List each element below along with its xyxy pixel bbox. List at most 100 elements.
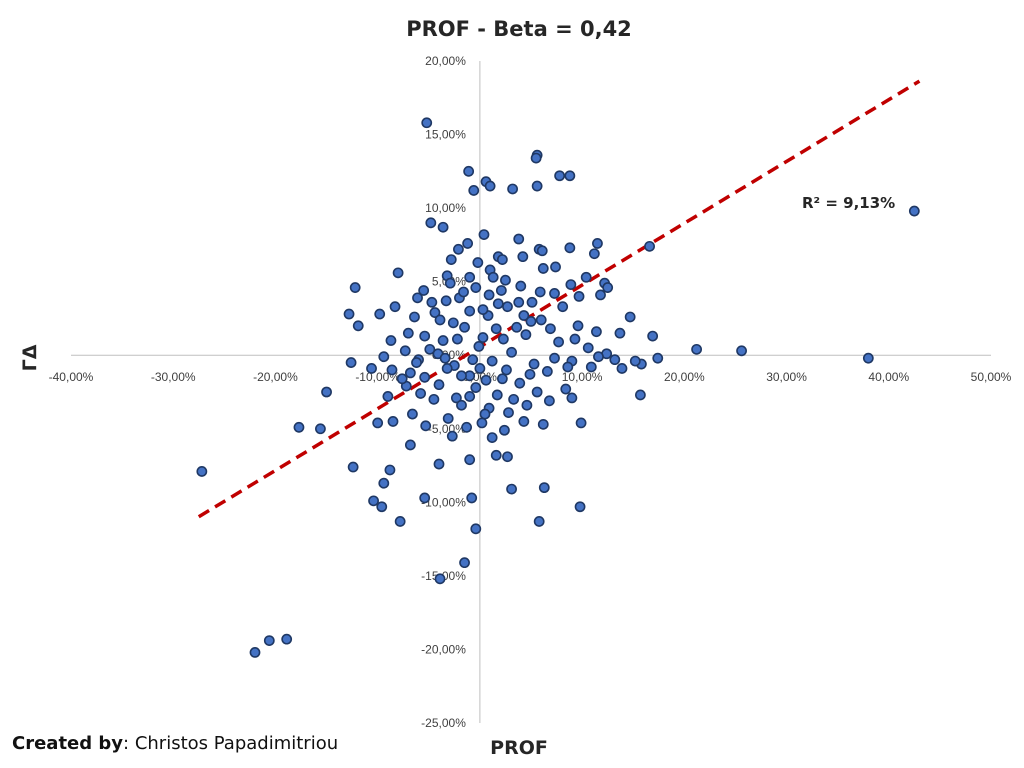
data-point [513, 233, 525, 245]
data-point [533, 516, 545, 527]
data-point [419, 330, 431, 342]
data-point [404, 367, 416, 379]
data-point [464, 454, 476, 466]
data-point [385, 335, 397, 346]
data-point [439, 352, 451, 364]
data-point [624, 311, 636, 323]
data-point [550, 261, 561, 273]
data-point [386, 364, 398, 376]
data-point [450, 392, 462, 404]
credit-label: Created by [12, 733, 124, 754]
data-point [572, 320, 584, 332]
data-point [575, 417, 587, 429]
data-point [429, 307, 441, 318]
data-point [486, 355, 498, 367]
data-point [553, 336, 564, 348]
r-squared-label: R² = 9,13% [802, 194, 895, 212]
data-point [517, 251, 529, 263]
data-point [566, 392, 578, 404]
data-point [352, 320, 364, 332]
data-point [526, 296, 538, 308]
data-point [585, 361, 597, 373]
data-point [565, 279, 577, 291]
y-tick-labels: 20,00%15,00%10,00%5,00%0,00%-5,00%-10,00… [421, 54, 466, 730]
data-point [387, 416, 399, 427]
data-point [496, 373, 508, 385]
data-point [518, 416, 530, 427]
data-point [376, 501, 388, 513]
data-point [528, 358, 540, 370]
data-point [545, 323, 556, 335]
y-axis-title: ΓΔ [19, 344, 41, 371]
data-point [495, 285, 507, 296]
data-point [560, 383, 572, 395]
data-point [569, 333, 581, 345]
data-point [524, 368, 536, 380]
data-point [908, 205, 920, 217]
data-point [464, 305, 476, 317]
data-point [634, 389, 646, 401]
x-tick-label: 10,00% [562, 370, 603, 384]
data-point [428, 393, 440, 405]
data-point [502, 301, 513, 313]
data-point [499, 424, 510, 436]
data-point [629, 355, 641, 367]
data-point [349, 282, 361, 293]
data-point [536, 245, 548, 257]
data-point [447, 317, 459, 329]
data-point [562, 361, 574, 373]
data-point [862, 352, 874, 364]
data-point [580, 271, 592, 283]
data-point [521, 399, 533, 411]
credit-separator: : [123, 733, 135, 754]
data-point [437, 221, 449, 233]
y-tick-label: 15,00% [425, 128, 466, 142]
data-point [513, 296, 525, 308]
data-point [419, 492, 431, 504]
data-point [453, 243, 464, 255]
data-point [425, 217, 437, 229]
data-point [396, 373, 408, 385]
data-point [419, 371, 431, 383]
data-point [544, 395, 555, 407]
data-point [537, 263, 549, 274]
data-point [470, 282, 482, 293]
data-point [503, 407, 514, 418]
data-point [458, 286, 469, 298]
data-point [456, 399, 467, 411]
data-point [477, 332, 489, 343]
data-point [462, 238, 474, 249]
data-point [602, 282, 614, 293]
y-tick-label: -10,00% [421, 495, 466, 509]
data-point [491, 389, 503, 401]
data-point [691, 343, 702, 355]
data-point [446, 430, 458, 442]
y-tick-label: -20,00% [421, 642, 466, 656]
data-point [582, 342, 594, 354]
data-point [372, 417, 384, 429]
data-point [525, 315, 537, 327]
x-tick-label: 50,00% [971, 370, 1012, 384]
data-point [506, 346, 517, 358]
data-point [574, 501, 586, 513]
data-point [456, 370, 467, 382]
data-point [502, 451, 513, 463]
x-tick-label: -30,00% [151, 370, 196, 384]
data-point [374, 308, 386, 320]
data-point [378, 477, 390, 489]
data-point [537, 418, 549, 430]
data-point [394, 516, 406, 527]
data-point [451, 333, 463, 345]
data-point [293, 421, 305, 433]
data-point [418, 285, 430, 296]
x-axis-title: PROF [490, 737, 548, 759]
trendline [197, 79, 921, 519]
data-point [614, 327, 626, 339]
credit-name: Christos Papadimitriou [134, 733, 339, 754]
data-point [402, 327, 414, 339]
data-point [535, 314, 547, 326]
data-point [421, 117, 433, 129]
data-point [473, 340, 485, 352]
data-point [409, 311, 420, 323]
data-point [511, 321, 523, 333]
